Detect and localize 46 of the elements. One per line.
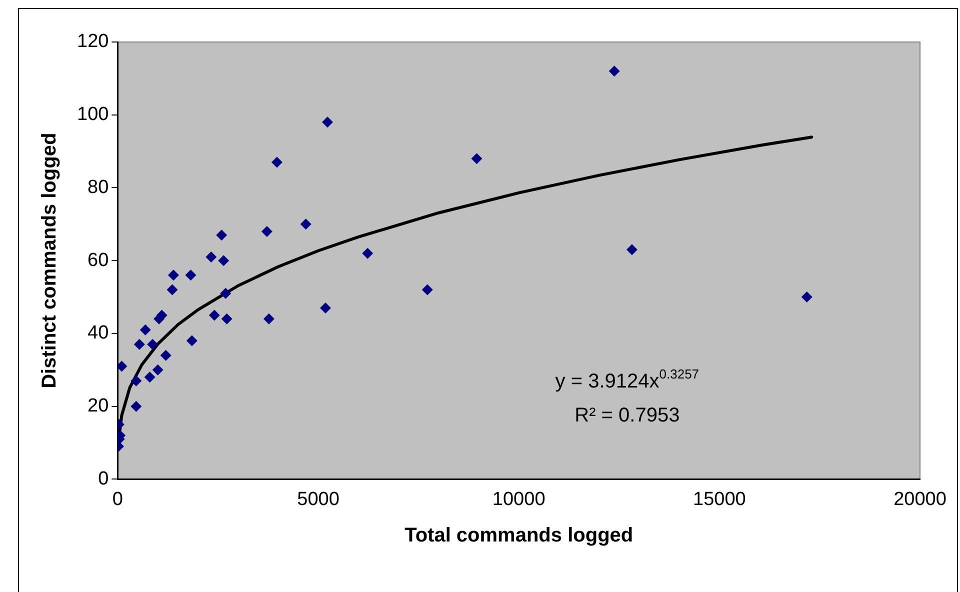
- y-tick-label: 0: [98, 468, 109, 490]
- point: [801, 292, 812, 303]
- point: [208, 310, 220, 321]
- x-tick-label: 10000: [492, 488, 546, 510]
- x-tick-label: 5000: [297, 488, 340, 510]
- x-tick-label: 0: [112, 488, 123, 510]
- point: [220, 288, 232, 299]
- point: [185, 270, 196, 281]
- point: [218, 255, 230, 266]
- y-tick-label: 100: [77, 104, 109, 126]
- point: [147, 338, 158, 350]
- y-tick-label: 40: [88, 322, 109, 344]
- point: [166, 284, 178, 296]
- point: [263, 313, 274, 324]
- point: [130, 375, 142, 386]
- annotation: R² = 0.7953: [574, 404, 680, 426]
- x-axis-title: Total commands logged: [404, 524, 634, 547]
- point: [144, 372, 156, 383]
- point: [134, 338, 145, 350]
- point: [300, 218, 312, 230]
- point: [471, 153, 482, 164]
- point: [362, 248, 374, 259]
- x-tick-label: 15000: [693, 488, 746, 510]
- point: [152, 364, 164, 376]
- point: [216, 230, 228, 241]
- point: [221, 313, 232, 324]
- point: [322, 116, 333, 128]
- y-tick-label: 20: [88, 396, 109, 417]
- y-axis-title: Distinct commands logged: [38, 132, 61, 388]
- point: [186, 335, 198, 346]
- y-tick-label: 80: [88, 176, 109, 198]
- point: [206, 251, 217, 262]
- point: [130, 400, 142, 412]
- point: [608, 66, 620, 77]
- point: [168, 270, 179, 281]
- y-tick-label: 60: [88, 250, 109, 271]
- point: [422, 284, 433, 296]
- point: [140, 324, 151, 336]
- point: [320, 302, 331, 314]
- point: [626, 244, 638, 256]
- y-tick-label: 120: [77, 31, 109, 52]
- point: [160, 350, 172, 361]
- point: [271, 156, 282, 168]
- x-tick-label: 20000: [894, 488, 946, 510]
- point: [261, 226, 272, 237]
- point: [118, 360, 128, 372]
